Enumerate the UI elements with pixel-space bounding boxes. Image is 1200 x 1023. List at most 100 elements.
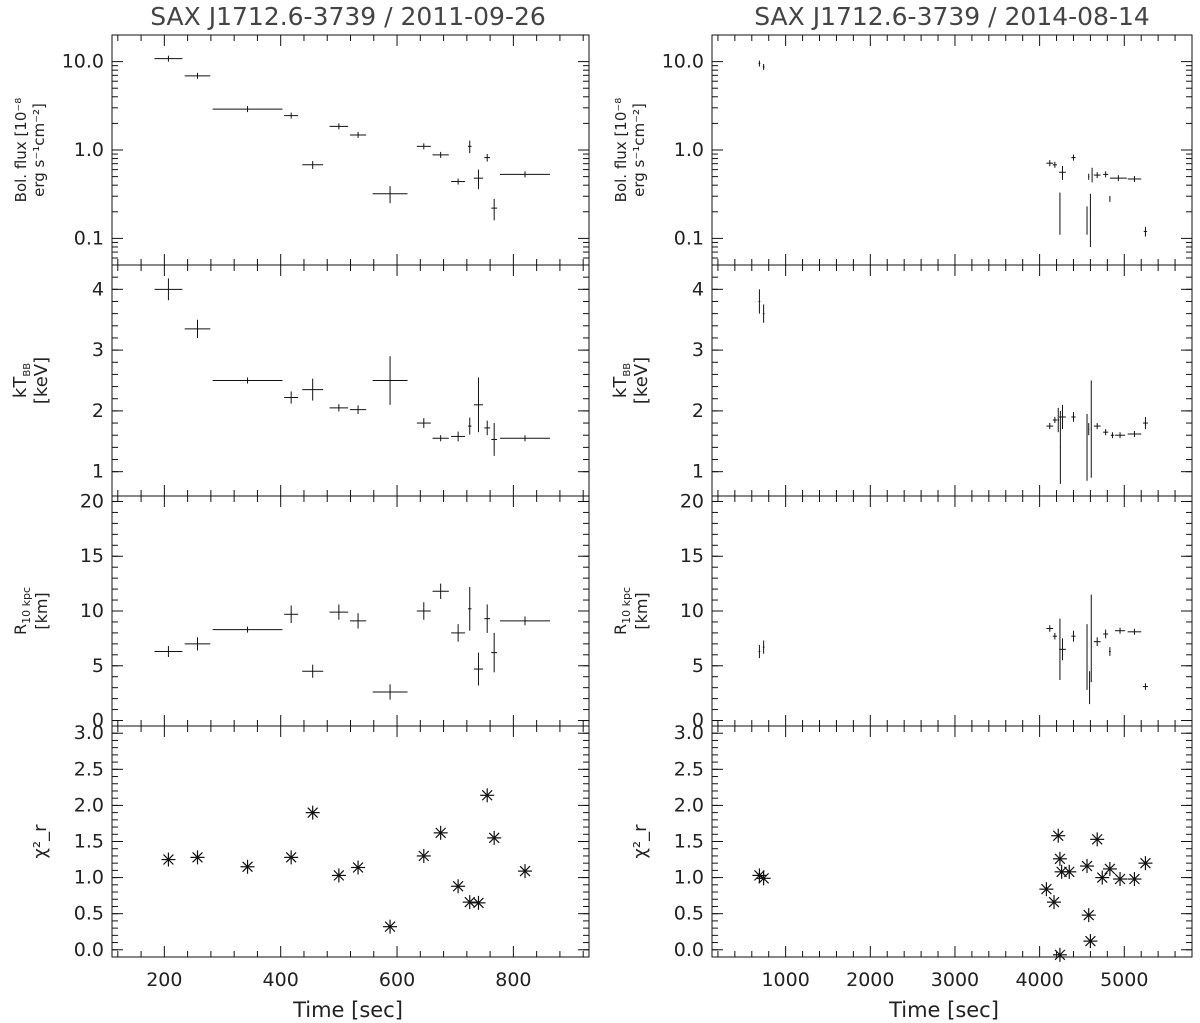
y-tick-label: 3 <box>92 339 104 361</box>
data-point <box>302 664 324 678</box>
chart-2011-09-26: SAX J1712.6-3739 / 2011-09-26 Time [sec]… <box>10 2 590 1022</box>
data-point <box>758 289 761 314</box>
data-point <box>1090 380 1092 478</box>
data-point <box>432 151 449 158</box>
y-tick-label: 0.1 <box>74 227 104 249</box>
y-axis-label: kTBB[keV] <box>10 357 52 404</box>
y-tick-label: 2 <box>692 400 704 422</box>
data-point <box>212 626 283 633</box>
data-point <box>491 632 498 673</box>
y-tick-label: 15 <box>680 545 704 567</box>
y-tick-label: 0.1 <box>674 227 704 249</box>
data-point <box>1089 671 1091 705</box>
data-point <box>1103 171 1109 178</box>
y-axis-label-line: kTBB <box>610 363 633 398</box>
y-axis-label-line: erg s⁻¹cm⁻²] <box>630 103 648 197</box>
data-point <box>154 646 183 657</box>
y-tick-label: 5 <box>92 655 104 677</box>
data-point <box>372 356 408 405</box>
y-tick-label: 10.0 <box>62 51 104 73</box>
y-axis-label-line: [keV] <box>31 357 52 404</box>
x-tick-label: 1000 <box>761 969 809 991</box>
data-point <box>752 868 767 883</box>
data-point <box>302 161 324 169</box>
x-tick-label: 5000 <box>1100 969 1148 991</box>
data-point <box>1109 647 1111 656</box>
data-point <box>1114 432 1126 439</box>
data-point <box>1059 410 1061 484</box>
data-point <box>1114 627 1126 634</box>
y-tick-label: 2.5 <box>674 758 704 780</box>
y-tick-label: 0 <box>92 710 104 732</box>
data-point <box>329 604 349 620</box>
data-point <box>762 640 765 654</box>
data-point <box>212 106 283 113</box>
data-point <box>1052 632 1057 640</box>
data-point <box>331 868 346 883</box>
data-point <box>1091 167 1093 183</box>
x-tick-label: 200 <box>146 969 182 991</box>
data-point <box>184 72 211 79</box>
y-axis-label: R10 kpc [km] <box>11 587 51 635</box>
data-point <box>161 852 176 867</box>
x-tick-label: 600 <box>379 969 415 991</box>
data-point <box>1051 828 1066 843</box>
y-tick-label: 1.5 <box>674 831 704 853</box>
y-axis-label: Bol. flux [10⁻⁸ erg s⁻¹cm⁻²] <box>612 98 648 203</box>
data-point <box>212 377 283 384</box>
y-axis-label-line: Bol. flux [10⁻⁸ <box>12 98 30 203</box>
data-point <box>1088 173 1090 180</box>
data-point <box>1089 193 1091 247</box>
data-point <box>1102 861 1117 876</box>
data-point <box>284 112 299 119</box>
data-point <box>1127 430 1142 437</box>
panel-chi2: 0.0 0.5 1.0 1.5 2.0 2.5 3.0 χ²_r 200 400 600 800 <box>30 722 590 991</box>
y-tick-label: 0.0 <box>74 939 104 961</box>
data-point <box>1071 630 1076 642</box>
y-axis-label-line: kTBB <box>10 363 33 398</box>
panel-frame <box>711 495 1193 727</box>
data-point <box>484 420 491 436</box>
data-point <box>1039 882 1054 897</box>
data-point <box>154 278 183 301</box>
data-point <box>1103 429 1109 436</box>
panel-flux: 0.1 1.0 10.0 Bol. flux [10⁻⁸ erg s⁻¹cm⁻²] <box>612 34 1193 266</box>
data-point <box>1052 851 1067 866</box>
data-point <box>1090 594 1092 683</box>
data-point <box>416 143 431 150</box>
data-point <box>451 178 466 185</box>
data-point <box>349 613 367 629</box>
data-point <box>471 895 486 910</box>
data-point <box>468 140 472 154</box>
y-axis-label-line: Bol. flux [10⁻⁸ <box>612 98 630 203</box>
chart-title: SAX J1712.6-3739 / 2014-08-14 <box>754 2 1150 31</box>
y-axis-label-line: [keV] <box>631 357 652 404</box>
y-tick-label: 1.0 <box>74 867 104 889</box>
panel-frame <box>711 264 1193 497</box>
data-point <box>349 131 367 138</box>
data-point <box>1046 423 1054 430</box>
y-tick-label: 2.0 <box>674 794 704 816</box>
y-axis-label-line: [km] <box>632 592 651 629</box>
data-point <box>1057 407 1060 433</box>
data-point <box>1109 175 1127 182</box>
data-point <box>1093 637 1101 647</box>
x-axis-label: Time [sec] <box>888 998 999 1022</box>
data-point <box>1080 859 1095 874</box>
data-point <box>1143 226 1148 237</box>
y-tick-label: 1.0 <box>74 139 104 161</box>
data-point <box>499 616 551 626</box>
panel-frame <box>711 34 1193 266</box>
y-tick-label: 3.0 <box>674 722 704 744</box>
data-point <box>758 644 761 659</box>
data-point <box>762 63 765 70</box>
y-tick-label: 20 <box>80 490 104 512</box>
y-axis-label-line: R10 kpc <box>611 587 633 635</box>
y-tick-label: 20 <box>680 490 704 512</box>
data-point <box>484 604 491 633</box>
data-point <box>383 919 398 934</box>
data-point <box>491 423 498 456</box>
data-point <box>468 586 472 631</box>
chart-title: SAX J1712.6-3739 / 2011-09-26 <box>150 2 546 31</box>
